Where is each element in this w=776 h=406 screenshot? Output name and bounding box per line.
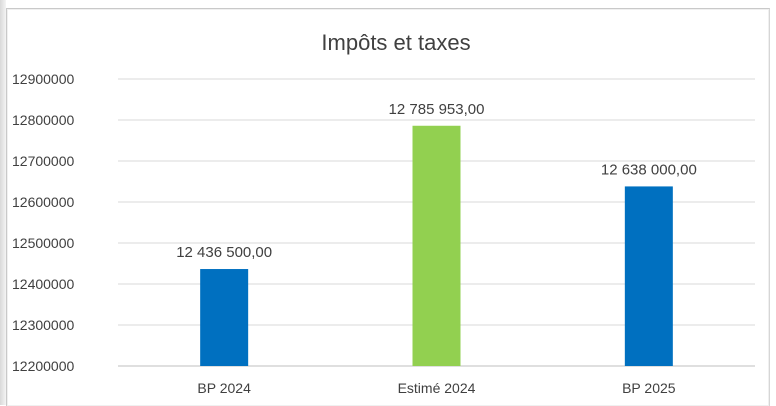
category-label: Estimé 2024 [398,380,476,396]
bar [624,186,673,366]
data-label: 12 785 953,00 [389,101,485,118]
y-tick-label: 12400000 [12,276,75,292]
data-label: 12 638 000,00 [601,161,697,178]
y-tick-label: 12200000 [12,358,75,374]
bar [200,269,249,366]
y-tick-label: 12900000 [12,71,75,87]
y-axis-ticks: 12200000 12300000 12400000 12500000 12600000… [12,71,75,374]
y-tick-label: 12700000 [12,153,75,169]
category-label: BP 2025 [622,380,676,396]
y-tick-label: 12500000 [12,235,75,251]
window-edge-shade [0,0,6,405]
y-tick-label: 12600000 [12,194,75,210]
category-label: BP 2024 [197,380,251,396]
y-tick-label: 12300000 [12,317,75,333]
y-tick-label: 12800000 [12,112,75,128]
x-axis-categories: BP 2024 Estimé 2024 BP 2025 [197,380,675,396]
chart-title: Impôts et taxes [321,30,470,55]
bars [200,125,673,366]
data-label: 12 436 500,00 [176,244,272,261]
bar [412,125,461,366]
data-labels: 12 436 500,00 12 785 953,00 12 638 000,00 [176,101,697,261]
